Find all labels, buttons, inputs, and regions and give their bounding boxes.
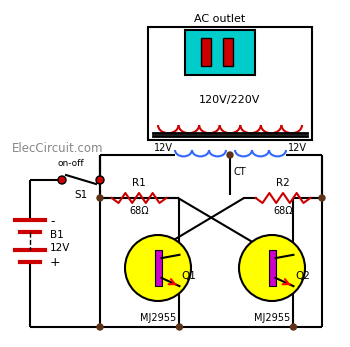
Circle shape — [239, 235, 305, 301]
Circle shape — [97, 324, 103, 330]
Text: 12V: 12V — [50, 243, 70, 253]
Text: MJ2955: MJ2955 — [254, 313, 290, 323]
Circle shape — [319, 195, 325, 201]
Circle shape — [176, 324, 182, 330]
Text: R1: R1 — [132, 178, 146, 188]
Text: on-off: on-off — [57, 159, 84, 168]
Text: Q1: Q1 — [181, 271, 196, 281]
Circle shape — [96, 176, 104, 184]
Text: -: - — [50, 215, 55, 229]
Circle shape — [227, 152, 233, 158]
Bar — [223, 38, 233, 66]
Circle shape — [125, 235, 191, 301]
Bar — [148, 27, 312, 140]
Text: S1: S1 — [74, 190, 88, 200]
Bar — [185, 30, 255, 75]
Circle shape — [290, 324, 296, 330]
Circle shape — [58, 176, 66, 184]
Text: 68Ω: 68Ω — [129, 206, 149, 216]
Bar — [268, 250, 275, 286]
Text: MJ2955: MJ2955 — [140, 313, 176, 323]
Text: 120V/220V: 120V/220V — [199, 95, 261, 105]
Bar — [154, 250, 161, 286]
Text: 68Ω: 68Ω — [273, 206, 293, 216]
Text: Q2: Q2 — [295, 271, 310, 281]
Text: R2: R2 — [276, 178, 290, 188]
Text: +: + — [50, 255, 61, 269]
Text: CT: CT — [233, 167, 246, 177]
Text: 12V: 12V — [154, 143, 173, 153]
Text: ElecCircuit.com: ElecCircuit.com — [12, 142, 104, 154]
Circle shape — [97, 195, 103, 201]
Text: 12V: 12V — [288, 143, 307, 153]
Text: AC outlet: AC outlet — [194, 14, 246, 24]
Bar — [201, 38, 211, 66]
Text: B1: B1 — [50, 230, 64, 240]
